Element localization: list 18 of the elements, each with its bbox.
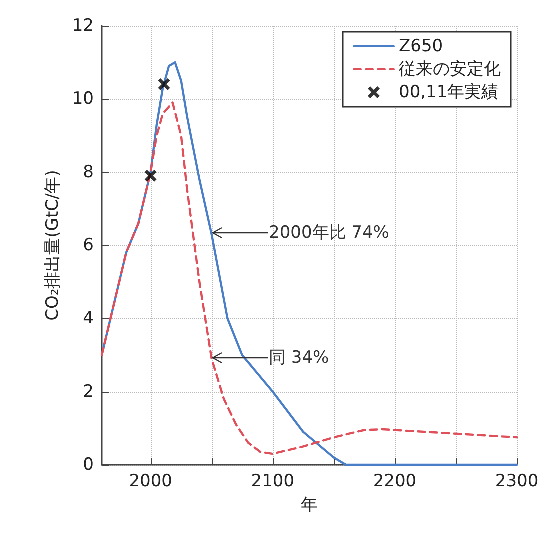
y-tick-label: 6 xyxy=(83,236,94,256)
legend-label: Z650 xyxy=(399,36,444,56)
y-tick-label: 4 xyxy=(83,308,94,329)
y-tick-label: 0 xyxy=(83,455,94,475)
x-tick-label: 2300 xyxy=(495,472,539,492)
x-axis-title: 年 xyxy=(301,496,318,516)
y-tick-label: 2 xyxy=(83,382,94,402)
x-tick-label: 2100 xyxy=(251,472,295,492)
annotation: 2000年比 74% xyxy=(269,223,390,243)
y-tick-label: 10 xyxy=(72,89,94,110)
y-tick-label: 8 xyxy=(83,162,94,182)
legend-label: 従来の安定化 xyxy=(399,60,501,80)
x-tick-label: 2200 xyxy=(373,472,417,492)
y-tick-label: 12 xyxy=(72,16,94,36)
x-tick-label: 2000 xyxy=(129,472,172,492)
legend-label: 00,11年実績 xyxy=(399,82,499,102)
annotation: 同 34% xyxy=(269,348,330,368)
y-axis-title: CO₂排出量(GtC/年) xyxy=(42,170,63,321)
